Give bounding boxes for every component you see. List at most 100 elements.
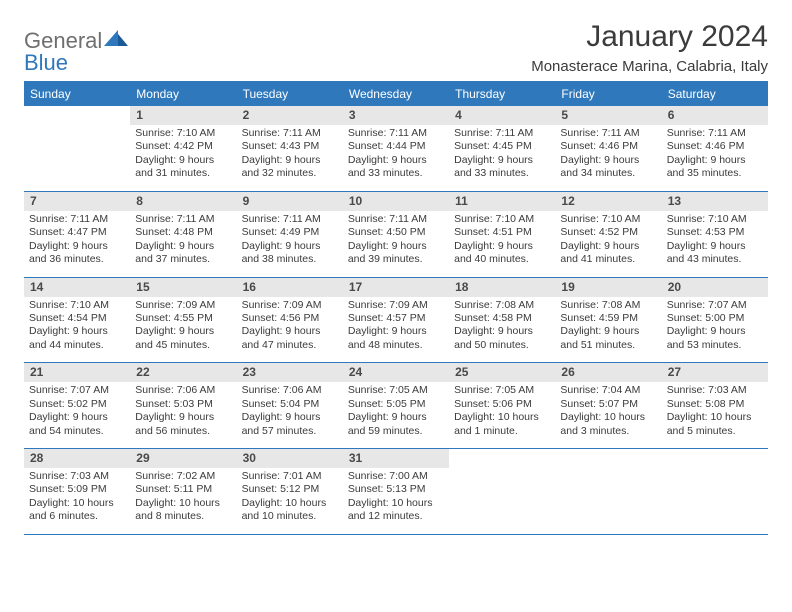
day-cell: . xyxy=(449,449,555,534)
day-cell: 8Sunrise: 7:11 AMSunset: 4:48 PMDaylight… xyxy=(130,192,236,277)
day-details: Sunrise: 7:10 AMSunset: 4:42 PMDaylight:… xyxy=(130,125,236,191)
day-cell: . xyxy=(24,106,130,191)
detail-line: Sunrise: 7:10 AM xyxy=(667,213,763,226)
detail-line: Sunset: 5:09 PM xyxy=(29,483,125,496)
detail-line: and 48 minutes. xyxy=(348,339,444,352)
day-details: Sunrise: 7:02 AMSunset: 5:11 PMDaylight:… xyxy=(130,468,236,534)
day-cell: . xyxy=(662,449,768,534)
detail-line: Sunrise: 7:02 AM xyxy=(135,470,231,483)
detail-line: Daylight: 9 hours xyxy=(348,325,444,338)
day-details: Sunrise: 7:01 AMSunset: 5:12 PMDaylight:… xyxy=(237,468,343,534)
detail-line: Sunrise: 7:01 AM xyxy=(242,470,338,483)
dow-cell: Sunday xyxy=(24,83,130,106)
detail-line: Daylight: 9 hours xyxy=(667,240,763,253)
detail-line: Sunrise: 7:10 AM xyxy=(560,213,656,226)
detail-line: and 57 minutes. xyxy=(242,425,338,438)
day-details: Sunrise: 7:11 AMSunset: 4:44 PMDaylight:… xyxy=(343,125,449,191)
detail-line: Daylight: 10 hours xyxy=(667,411,763,424)
detail-line: Daylight: 9 hours xyxy=(242,411,338,424)
day-cell: 6Sunrise: 7:11 AMSunset: 4:46 PMDaylight… xyxy=(662,106,768,191)
detail-line: Daylight: 9 hours xyxy=(135,325,231,338)
detail-line: Daylight: 10 hours xyxy=(454,411,550,424)
detail-line: Sunrise: 7:03 AM xyxy=(667,384,763,397)
detail-line: and 56 minutes. xyxy=(135,425,231,438)
detail-line: Sunrise: 7:11 AM xyxy=(348,213,444,226)
detail-line: Sunset: 4:48 PM xyxy=(135,226,231,239)
week-row: 28Sunrise: 7:03 AMSunset: 5:09 PMDayligh… xyxy=(24,449,768,535)
day-details: Sunrise: 7:11 AMSunset: 4:45 PMDaylight:… xyxy=(449,125,555,191)
detail-line: and 59 minutes. xyxy=(348,425,444,438)
detail-line: Daylight: 9 hours xyxy=(560,325,656,338)
detail-line: Sunset: 4:59 PM xyxy=(560,312,656,325)
detail-line: and 40 minutes. xyxy=(454,253,550,266)
week-row: 14Sunrise: 7:10 AMSunset: 4:54 PMDayligh… xyxy=(24,278,768,364)
day-number: 7 xyxy=(24,192,130,211)
detail-line: and 35 minutes. xyxy=(667,167,763,180)
detail-line: and 51 minutes. xyxy=(560,339,656,352)
day-number: 8 xyxy=(130,192,236,211)
day-cell: 30Sunrise: 7:01 AMSunset: 5:12 PMDayligh… xyxy=(237,449,343,534)
calendar: SundayMondayTuesdayWednesdayThursdayFrid… xyxy=(24,81,768,535)
brand-text: GeneralBlue xyxy=(24,26,130,74)
week-row: 21Sunrise: 7:07 AMSunset: 5:02 PMDayligh… xyxy=(24,363,768,449)
detail-line: Daylight: 10 hours xyxy=(29,497,125,510)
detail-line: Sunrise: 7:11 AM xyxy=(242,127,338,140)
day-number: 25 xyxy=(449,363,555,382)
detail-line: and 44 minutes. xyxy=(29,339,125,352)
detail-line: Daylight: 9 hours xyxy=(348,240,444,253)
dow-cell: Friday xyxy=(555,83,661,106)
detail-line: Daylight: 9 hours xyxy=(560,240,656,253)
day-details: Sunrise: 7:11 AMSunset: 4:49 PMDaylight:… xyxy=(237,211,343,277)
day-details: Sunrise: 7:07 AMSunset: 5:02 PMDaylight:… xyxy=(24,382,130,448)
detail-line: and 34 minutes. xyxy=(560,167,656,180)
detail-line: and 33 minutes. xyxy=(454,167,550,180)
day-number: 1 xyxy=(130,106,236,125)
day-details: Sunrise: 7:11 AMSunset: 4:47 PMDaylight:… xyxy=(24,211,130,277)
day-cell: 31Sunrise: 7:00 AMSunset: 5:13 PMDayligh… xyxy=(343,449,449,534)
detail-line: Daylight: 9 hours xyxy=(454,154,550,167)
detail-line: Daylight: 9 hours xyxy=(29,411,125,424)
detail-line: Daylight: 9 hours xyxy=(29,325,125,338)
day-cell: 25Sunrise: 7:05 AMSunset: 5:06 PMDayligh… xyxy=(449,363,555,448)
detail-line: Sunrise: 7:11 AM xyxy=(242,213,338,226)
day-details: Sunrise: 7:04 AMSunset: 5:07 PMDaylight:… xyxy=(555,382,661,448)
detail-line: Sunset: 5:04 PM xyxy=(242,398,338,411)
dow-cell: Wednesday xyxy=(343,83,449,106)
detail-line: and 31 minutes. xyxy=(135,167,231,180)
header: GeneralBlue January 2024 Monasterace Mar… xyxy=(24,22,768,75)
day-number: 31 xyxy=(343,449,449,468)
day-cell: 13Sunrise: 7:10 AMSunset: 4:53 PMDayligh… xyxy=(662,192,768,277)
day-cell: 7Sunrise: 7:11 AMSunset: 4:47 PMDaylight… xyxy=(24,192,130,277)
day-cell: 18Sunrise: 7:08 AMSunset: 4:58 PMDayligh… xyxy=(449,278,555,363)
detail-line: Sunset: 5:12 PM xyxy=(242,483,338,496)
day-cell: 9Sunrise: 7:11 AMSunset: 4:49 PMDaylight… xyxy=(237,192,343,277)
detail-line: Daylight: 10 hours xyxy=(560,411,656,424)
day-cell: 26Sunrise: 7:04 AMSunset: 5:07 PMDayligh… xyxy=(555,363,661,448)
day-cell: 2Sunrise: 7:11 AMSunset: 4:43 PMDaylight… xyxy=(237,106,343,191)
detail-line: Sunset: 5:00 PM xyxy=(667,312,763,325)
detail-line: and 33 minutes. xyxy=(348,167,444,180)
detail-line: Sunrise: 7:11 AM xyxy=(29,213,125,226)
day-cell: 20Sunrise: 7:07 AMSunset: 5:00 PMDayligh… xyxy=(662,278,768,363)
detail-line: Sunset: 5:13 PM xyxy=(348,483,444,496)
day-number: 11 xyxy=(449,192,555,211)
day-details: Sunrise: 7:08 AMSunset: 4:59 PMDaylight:… xyxy=(555,297,661,363)
detail-line: Daylight: 9 hours xyxy=(242,240,338,253)
detail-line: Sunrise: 7:11 AM xyxy=(560,127,656,140)
day-cell: 4Sunrise: 7:11 AMSunset: 4:45 PMDaylight… xyxy=(449,106,555,191)
day-details: Sunrise: 7:11 AMSunset: 4:46 PMDaylight:… xyxy=(662,125,768,191)
detail-line: Daylight: 9 hours xyxy=(242,325,338,338)
detail-line: Sunrise: 7:11 AM xyxy=(667,127,763,140)
detail-line: Sunrise: 7:05 AM xyxy=(454,384,550,397)
detail-line: Sunrise: 7:09 AM xyxy=(135,299,231,312)
week-row: .1Sunrise: 7:10 AMSunset: 4:42 PMDayligh… xyxy=(24,106,768,192)
detail-line: Daylight: 9 hours xyxy=(135,411,231,424)
detail-line: Daylight: 9 hours xyxy=(348,154,444,167)
day-cell: 21Sunrise: 7:07 AMSunset: 5:02 PMDayligh… xyxy=(24,363,130,448)
detail-line: and 53 minutes. xyxy=(667,339,763,352)
location-label: Monasterace Marina, Calabria, Italy xyxy=(531,58,768,75)
detail-line: Sunset: 4:47 PM xyxy=(29,226,125,239)
day-cell: 3Sunrise: 7:11 AMSunset: 4:44 PMDaylight… xyxy=(343,106,449,191)
detail-line: and 37 minutes. xyxy=(135,253,231,266)
detail-line: Sunset: 4:53 PM xyxy=(667,226,763,239)
